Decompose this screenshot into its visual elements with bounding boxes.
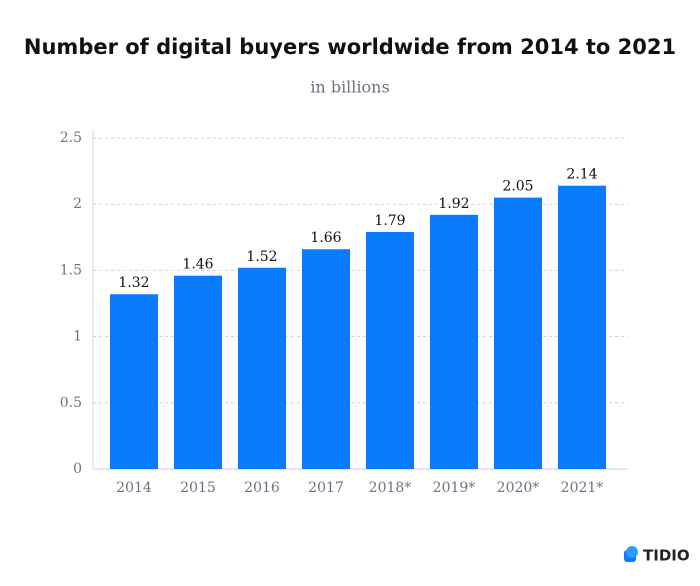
value-label: 1.32 xyxy=(118,275,149,291)
bar xyxy=(110,294,158,469)
value-label: 2.14 xyxy=(566,167,597,183)
brand-text: TIDIO xyxy=(643,547,690,565)
bar xyxy=(494,197,542,469)
chart-subtitle: in billions xyxy=(310,78,389,97)
bar xyxy=(174,275,222,469)
y-tick-label: 2 xyxy=(73,196,82,212)
value-label: 2.05 xyxy=(502,179,533,195)
y-tick-label: 1.5 xyxy=(60,262,82,278)
x-tick-label: 2018* xyxy=(369,480,412,496)
x-tick-label: 2020* xyxy=(497,480,540,496)
bar xyxy=(366,232,414,469)
y-tick-label: 0 xyxy=(73,461,82,477)
y-tick-label: 2.5 xyxy=(60,130,82,146)
bar xyxy=(558,185,606,469)
x-tick-label: 2017 xyxy=(308,480,344,496)
x-tick-label: 2014 xyxy=(116,480,152,496)
value-label: 1.46 xyxy=(182,257,213,273)
x-tick-label: 2016 xyxy=(244,480,280,496)
value-label: 1.52 xyxy=(246,249,277,265)
value-label: 1.92 xyxy=(438,196,469,212)
value-label: 1.79 xyxy=(374,213,405,229)
x-tick-label: 2015 xyxy=(180,480,216,496)
x-tick-label: 2019* xyxy=(433,480,476,496)
y-tick-label: 1 xyxy=(73,329,82,345)
y-tick-label: 0.5 xyxy=(60,395,82,411)
x-tick-label: 2021* xyxy=(561,480,604,496)
bar xyxy=(430,214,478,469)
logo-icon xyxy=(626,546,638,558)
bar xyxy=(238,267,286,469)
chart-title: Number of digital buyers worldwide from … xyxy=(24,35,676,59)
bar xyxy=(302,249,350,469)
value-label: 1.66 xyxy=(310,230,341,246)
brand-logo: TIDIO xyxy=(624,546,690,565)
